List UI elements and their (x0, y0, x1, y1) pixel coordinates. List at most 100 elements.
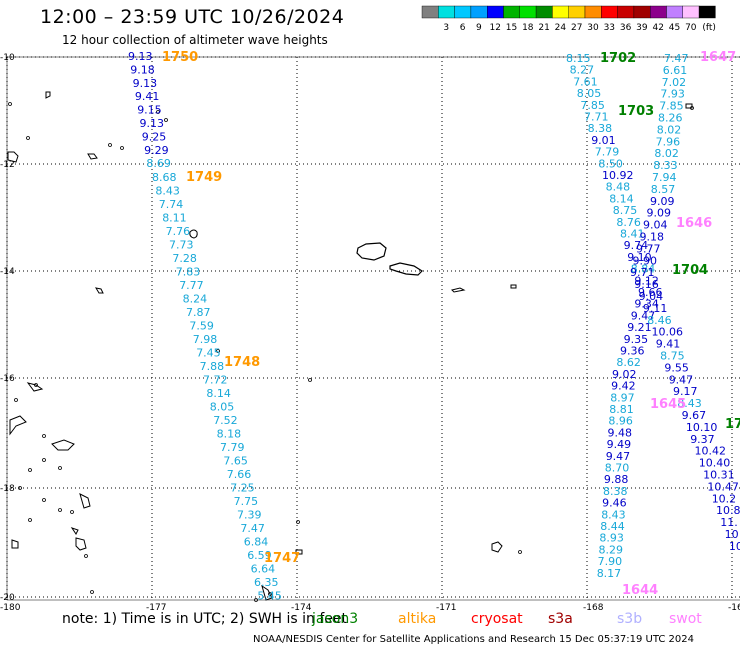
island-j (70, 527, 79, 535)
swh-value: 9.21 (627, 321, 652, 334)
colorbar-swatch (470, 5, 488, 19)
islet (308, 378, 312, 382)
swh-value: 9.15 (137, 104, 162, 117)
pass-time-label: 1644 (622, 583, 658, 598)
swh-value: 10.10 (686, 421, 718, 434)
colorbar-swatch (519, 5, 537, 19)
island-e (7, 151, 19, 163)
swh-value: 7.66 (227, 468, 252, 481)
lat-lon-grid (6, 56, 740, 601)
islet (34, 383, 38, 387)
swh-value: 7.47 (664, 52, 689, 65)
swh-value: 9.41 (135, 90, 160, 103)
colorbar-tick-label: 18 (522, 23, 534, 33)
swh-value: 8.29 (599, 543, 624, 556)
pass-time-label: 1645 (650, 397, 686, 412)
legend-item-cryosat: cryosat (471, 611, 523, 627)
lat-tick-label: -16 (0, 374, 15, 384)
pass-time-label: 1750 (162, 50, 198, 65)
swh-value: 10.40 (699, 457, 731, 470)
islet (690, 106, 694, 110)
swh-value: 7.45 (196, 347, 221, 360)
swh-value: 9.13 (140, 117, 165, 130)
swh-value: 9.42 (611, 380, 636, 393)
swh-value: 10 (729, 540, 740, 553)
pass-time-label: 1749 (186, 170, 222, 185)
swh-value: 7.59 (189, 320, 214, 333)
swh-value: 9.46 (602, 497, 627, 510)
swh-value: 7.02 (662, 76, 687, 89)
island-g (9, 415, 27, 436)
lon-tick-label: -180 (0, 603, 21, 613)
swh-value: 8.26 (658, 112, 683, 125)
swh-value: 11. (720, 516, 738, 529)
swh-value: 7.87 (186, 306, 211, 319)
colorbar-swatch (666, 5, 683, 19)
colorbar-swatch (438, 5, 455, 19)
colorbar-swatch (617, 5, 635, 19)
islet (8, 102, 12, 106)
swh-value: 8.76 (616, 216, 641, 229)
swh-value: 8.97 (610, 391, 635, 404)
swh-value: 9.71 (630, 266, 655, 279)
swh-value: 8.75 (660, 350, 685, 363)
swh-value: 9.17 (673, 385, 698, 398)
swh-value: 10.31 (703, 469, 735, 482)
legend-item-swot: swot (669, 611, 702, 627)
swh-value: 7.75 (234, 495, 259, 508)
swh-value: 9.67 (682, 409, 707, 422)
swh-value: 7.85 (580, 99, 605, 112)
swh-value: 9.37 (690, 433, 715, 446)
swh-value: 10.8 (716, 504, 740, 517)
colorbar-swatch (503, 5, 520, 19)
swh-value: 6.84 (244, 536, 268, 549)
swh-value: 8.62 (616, 356, 641, 369)
swh-value: 8.43 (155, 185, 180, 198)
colorbar-swatch (584, 5, 602, 19)
map-frame (6, 56, 740, 601)
swh-value: 9.11 (643, 302, 668, 315)
island-c (45, 91, 51, 99)
swh-value: 8.84 (631, 263, 656, 276)
swh-value: 9.13 (133, 77, 158, 90)
swh-value: 7.74 (159, 198, 184, 211)
swh-value: 6.61 (663, 64, 688, 77)
colorbar-tick-label: 45 (669, 23, 680, 33)
colorbar-tick-label: 42 (652, 23, 663, 33)
islet (164, 118, 168, 122)
swh-value: 9.10 (627, 251, 652, 264)
swh-value: 9.04 (643, 219, 668, 232)
colorbar-swatch (601, 5, 618, 19)
swh-value: 9.16 (634, 278, 659, 291)
swh-value: 8.44 (600, 520, 625, 533)
swh-value: 7.25 (230, 482, 255, 495)
colorbar-tick-label: 9 (476, 23, 482, 33)
swh-value: 8.17 (597, 567, 622, 580)
island-n (261, 584, 273, 601)
swh-value: 9.74 (624, 239, 649, 252)
swh-value: 8.02 (654, 147, 679, 160)
legend-note: note: 1) Time is in UTC; 2) SWH is in fe… (62, 611, 702, 627)
swh-value: 7.76 (166, 225, 191, 238)
page-title: 12:00 – 23:59 UTC 10/26/2024 (40, 6, 345, 28)
swh-value: 9.09 (650, 195, 675, 208)
legend-item-s3b: s3b (617, 611, 643, 627)
swh-value: 9.29 (144, 144, 169, 157)
colorbar-legend: 3 6 9 12 15 18 21 24 27 30 33 36 39 42 45 70 (ft) (421, 5, 716, 33)
pass-time-label: 1702 (600, 51, 636, 66)
swh-value: 7.88 (200, 360, 225, 373)
colorbar-tick-label: 15 (506, 23, 517, 33)
colorbar-swatch (682, 5, 700, 19)
island-m (491, 541, 503, 553)
islet (84, 554, 88, 558)
pass-time-label: 1747 (264, 551, 300, 566)
island-upolu (389, 262, 423, 276)
swh-value: 8.46 (647, 314, 672, 327)
island-p (685, 103, 693, 109)
page-subtitle: 12 hour collection of altimeter wave hei… (62, 33, 328, 47)
swh-value: 8.14 (206, 387, 231, 400)
swh-value: 7.94 (652, 171, 677, 184)
island-b (94, 287, 104, 294)
island-manua (510, 284, 517, 289)
